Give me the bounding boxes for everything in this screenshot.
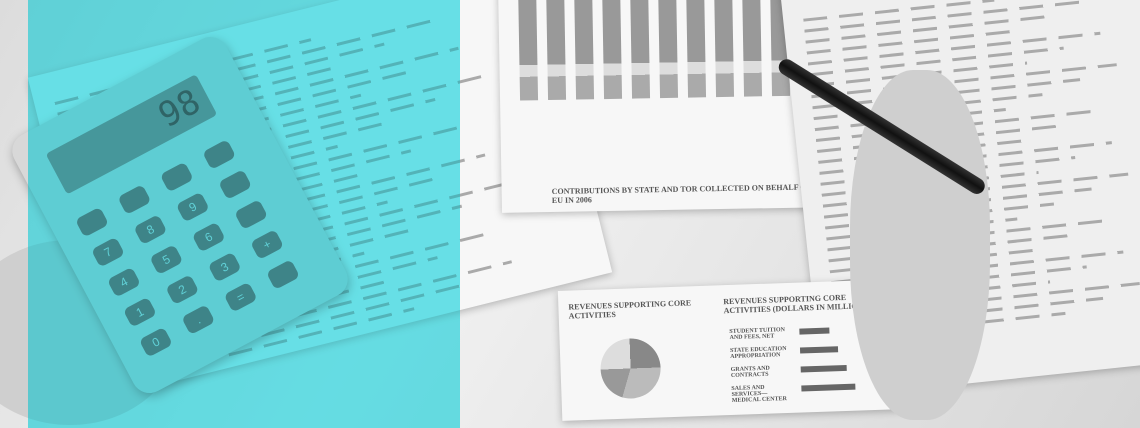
chart-bar: [602, 0, 623, 100]
chart-bar: [713, 0, 735, 98]
chart-bar: [574, 0, 595, 100]
chart-caption: CONTRIBUTIONS BY STATE AND TOR COLLECTED…: [551, 182, 830, 205]
chart-bar: [685, 0, 707, 98]
table-row-line: [803, 0, 995, 22]
chart-bar: [741, 0, 763, 97]
bar-label: GRANTS AND CONTRACTS: [730, 365, 770, 379]
left-heading: REVENUES SUPPORTING CORE ACTIVITIES: [568, 298, 692, 321]
teal-overlay: [28, 0, 460, 428]
revenue-bar: [799, 346, 839, 354]
revenue-report-document: REVENUES SUPPORTING CORE ACTIVITIES REVE…: [557, 279, 903, 421]
bar-label: STUDENT TUITION AND FEES, NET: [729, 327, 786, 342]
chart-bar: [629, 0, 651, 99]
revenue-bar: [800, 364, 847, 373]
chart-bar: [518, 0, 539, 101]
bar-label: SALES AND SERVICES—MEDICAL CENTER: [731, 384, 788, 404]
revenue-bar: [799, 327, 830, 335]
pie-chart: [599, 337, 662, 400]
bar-chart-document: CONTRIBUTIONS BY STATE AND TOR COLLECTED…: [498, 0, 832, 213]
chart-bar: [546, 0, 567, 101]
revenue-bar: [801, 383, 856, 392]
chart-bar: [657, 0, 679, 99]
bar-label: STATE EDUCATION APPROPRIATION: [729, 346, 787, 360]
